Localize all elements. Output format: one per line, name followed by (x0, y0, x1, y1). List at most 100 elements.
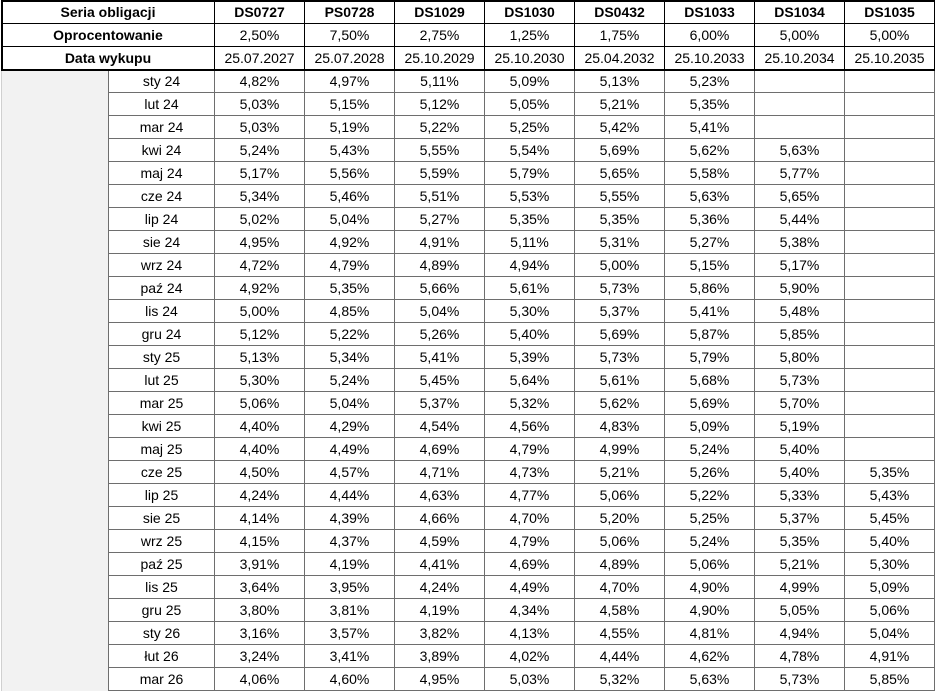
yield-cell: 4,94% (484, 253, 575, 277)
yield-cell: 5,69% (574, 138, 665, 162)
row-label: Oprocentowanie (1, 23, 215, 47)
yield-cell: 4,56% (484, 414, 575, 438)
yield-cell: 5,17% (214, 161, 305, 185)
yield-cell: 4,57% (304, 460, 395, 484)
yield-cell: 5,87% (664, 322, 755, 346)
yield-cell: 5,55% (574, 184, 665, 208)
yield-cell: 4,79% (484, 529, 575, 553)
yield-cell: 4,44% (574, 644, 665, 668)
yield-cell (844, 414, 935, 438)
data-row: cze 24 5,34% 5,46% 5,51% 5,53% 5,55% 5,63% 5,65… (1, 184, 935, 208)
yield-cell: 5,90% (754, 276, 845, 300)
yield-cell: 5,30% (484, 299, 575, 323)
yield-cell: 5,69% (664, 391, 755, 415)
data-row: sie 24 4,95% 4,92% 4,91% 5,11% 5,31% 5,27% 5,38… (1, 230, 935, 254)
yield-cell: 4,83% (574, 414, 665, 438)
yield-cell: 4,50% (214, 460, 305, 484)
yield-cell: 5,21% (754, 552, 845, 576)
month-label: lis 25 (108, 575, 215, 599)
yield-cell: 4,73% (484, 460, 575, 484)
month-label: paź 24 (108, 276, 215, 300)
yield-cell: 5,73% (754, 667, 845, 691)
header-cell: 1,75% (574, 23, 665, 47)
month-label: lut 25 (108, 368, 215, 392)
yield-cell: 5,19% (304, 115, 395, 139)
header-cell: DS1034 (754, 0, 845, 24)
yield-cell: 4,37% (304, 529, 395, 553)
yield-cell: 5,30% (844, 552, 935, 576)
yield-cell: 5,48% (754, 299, 845, 323)
yield-cell: 3,91% (214, 552, 305, 576)
yield-cell: 5,22% (664, 483, 755, 507)
yield-cell: 5,40% (844, 529, 935, 553)
row-label: Seria obligacji (1, 0, 215, 24)
yield-cell: 4,94% (754, 621, 845, 645)
spacer (1, 368, 109, 392)
yield-cell: 5,41% (664, 299, 755, 323)
yield-cell: 5,09% (484, 69, 575, 93)
yield-cell: 5,35% (844, 460, 935, 484)
yield-cell (844, 368, 935, 392)
yield-cell: 5,19% (754, 414, 845, 438)
header-cell: DS1033 (664, 0, 755, 24)
yield-cell (844, 138, 935, 162)
data-row: sty 26 3,16% 3,57% 3,82% 4,13% 4,55% 4,81% 4,94… (1, 621, 935, 645)
yield-cell: 5,64% (484, 368, 575, 392)
header-cell: DS0432 (574, 0, 665, 24)
yield-cell: 5,59% (394, 161, 485, 185)
yield-cell: 5,39% (484, 345, 575, 369)
yield-cell: 4,41% (394, 552, 485, 576)
yield-cell: 5,21% (574, 460, 665, 484)
header-cell: 5,00% (844, 23, 935, 47)
month-label: cze 25 (108, 460, 215, 484)
data-row: sie 25 4,14% 4,39% 4,66% 4,70% 5,20% 5,25% 5,37… (1, 506, 935, 530)
yield-cell: 5,00% (574, 253, 665, 277)
yield-cell: 5,06% (844, 598, 935, 622)
yield-cell: 5,12% (394, 92, 485, 116)
data-row: wrz 24 4,72% 4,79% 4,89% 4,94% 5,00% 5,15% 5,17… (1, 253, 935, 277)
yield-cell: 5,34% (214, 184, 305, 208)
header-cell: 2,50% (214, 23, 305, 47)
yield-cell: 5,35% (574, 207, 665, 231)
yield-cell (844, 184, 935, 208)
yield-cell: 5,25% (664, 506, 755, 530)
header-cell: 7,50% (304, 23, 395, 47)
yield-cell: 5,15% (664, 253, 755, 277)
header-cell: 5,00% (754, 23, 845, 47)
yield-cell: 5,06% (214, 391, 305, 415)
spacer (1, 92, 109, 116)
yield-cell: 4,54% (394, 414, 485, 438)
month-label: lip 25 (108, 483, 215, 507)
yield-cell: 5,61% (484, 276, 575, 300)
month-label: maj 24 (108, 161, 215, 185)
yield-cell: 5,15% (304, 92, 395, 116)
data-row: lis 24 5,00% 4,85% 5,04% 5,30% 5,37% 5,41% 5,48… (1, 299, 935, 323)
yield-cell: 5,33% (754, 483, 845, 507)
yield-cell: 5,85% (754, 322, 845, 346)
yield-cell: 4,13% (484, 621, 575, 645)
yield-cell: 5,03% (484, 667, 575, 691)
yield-cell: 5,46% (304, 184, 395, 208)
spacer (1, 253, 109, 277)
yield-cell: 5,45% (394, 368, 485, 392)
yield-cell: 4,71% (394, 460, 485, 484)
yield-cell: 5,65% (574, 161, 665, 185)
data-row: lip 24 5,02% 5,04% 5,27% 5,35% 5,35% 5,36% 5,44… (1, 207, 935, 231)
yield-cell: 5,26% (394, 322, 485, 346)
yield-cell: 4,58% (574, 598, 665, 622)
spacer (1, 391, 109, 415)
yield-cell: 5,04% (394, 299, 485, 323)
data-row: paź 24 4,92% 5,35% 5,66% 5,61% 5,73% 5,86% 5,90… (1, 276, 935, 300)
spacer (1, 138, 109, 162)
yield-cell: 4,79% (304, 253, 395, 277)
yield-cell: 4,55% (574, 621, 665, 645)
header-cell: 25.10.2034 (754, 46, 845, 70)
data-row: mar 26 4,06% 4,60% 4,95% 5,03% 5,32% 5,63% 5,73… (1, 667, 935, 691)
yield-cell (844, 322, 935, 346)
header-cell: 25.07.2027 (214, 46, 305, 70)
yield-cell: 5,62% (664, 138, 755, 162)
data-row: lut 24 5,03% 5,15% 5,12% 5,05% 5,21% 5,35% (1, 92, 935, 116)
spacer (1, 276, 109, 300)
yield-cell (754, 69, 845, 93)
yield-cell: 4,89% (394, 253, 485, 277)
